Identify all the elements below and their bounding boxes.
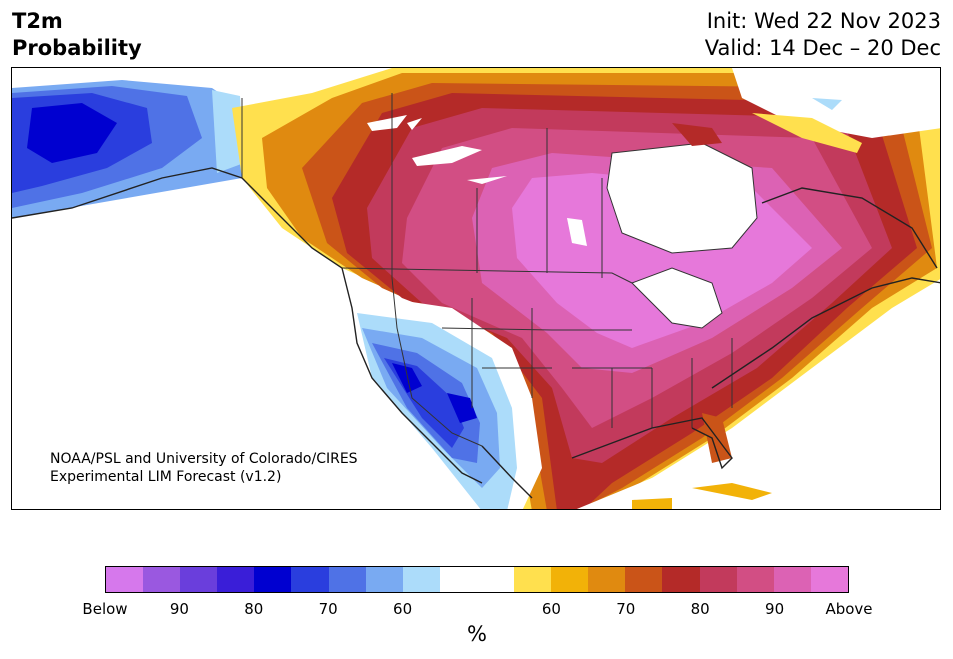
credit-text: NOAA/PSL and University of Colorado/CIRE… — [50, 450, 358, 486]
colorbar-segment — [402, 567, 440, 592]
valid-dates: Valid: 14 Dec – 20 Dec — [704, 36, 941, 60]
title-line-2: Probability — [12, 36, 142, 60]
colorbar-tick-label: 90 — [765, 600, 785, 618]
water-bodies — [12, 68, 940, 509]
colorbar-segment — [365, 567, 403, 592]
colorbar-segment — [699, 567, 737, 592]
forecast-map — [12, 68, 940, 509]
colorbar-tick-label: 80 — [690, 600, 710, 618]
colorbar-segment — [476, 567, 515, 592]
colorbar-segment — [551, 567, 589, 592]
credit-line-2: Experimental LIM Forecast (v1.2) — [50, 469, 282, 485]
colorbar-tick-label: 60 — [541, 600, 561, 618]
colorbar-segment — [180, 567, 218, 592]
colorbar-tick-label: Below — [82, 600, 128, 618]
credit-line-1: NOAA/PSL and University of Colorado/CIRE… — [50, 451, 358, 467]
colorbar-segment — [625, 567, 663, 592]
political-borders — [241, 93, 733, 447]
colorbar-tick-label: 60 — [393, 600, 413, 618]
colorbar-segment — [143, 567, 181, 592]
colorbar-segment — [588, 567, 626, 592]
colorbar-segment — [810, 567, 848, 592]
colorbar-segment — [254, 567, 292, 592]
colorbar-unit: % — [467, 622, 487, 646]
colorbar-segment — [773, 567, 811, 592]
init-date: Init: Wed 22 Nov 2023 — [706, 9, 941, 33]
coastline — [12, 167, 940, 499]
colorbar-segment — [662, 567, 700, 592]
colorbar-segment — [736, 567, 774, 592]
map-panel: NOAA/PSL and University of Colorado/CIRE… — [11, 67, 941, 510]
alaska-cold-region — [12, 80, 244, 218]
colorbar-tick-label: 70 — [318, 600, 338, 618]
plot-title: T2m Probability — [12, 8, 142, 62]
colorbar-tick-label: 80 — [244, 600, 264, 618]
title-line-1: T2m — [12, 9, 63, 33]
colorbar-tick-label: 90 — [169, 600, 189, 618]
colorbar — [105, 566, 849, 593]
colorbar-segment — [514, 567, 552, 592]
colorbar-segment — [439, 567, 477, 592]
colorbar-segment — [106, 567, 144, 592]
colorbar-segment — [217, 567, 255, 592]
colorbar-segment — [291, 567, 329, 592]
colorbar-tick-label: 70 — [616, 600, 636, 618]
colorbar-tick-label: Above — [825, 600, 873, 618]
greenland — [672, 113, 862, 153]
forecast-dates: Init: Wed 22 Nov 2023 Valid: 14 Dec – 20… — [705, 8, 941, 62]
colorbar-segment — [328, 567, 366, 592]
